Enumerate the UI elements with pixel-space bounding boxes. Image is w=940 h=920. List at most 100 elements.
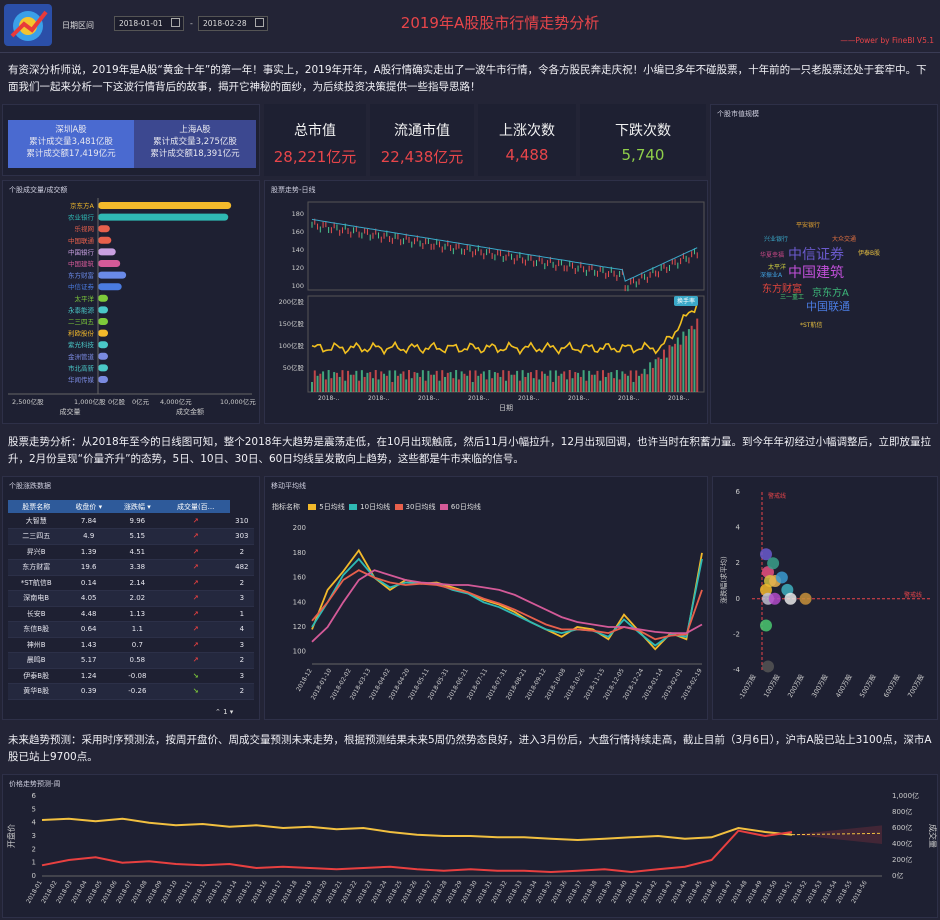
- word[interactable]: 东方财富: [762, 284, 802, 295]
- volume-bar: [471, 381, 474, 392]
- table-pager[interactable]: ⌃ 1 ▾: [215, 708, 234, 716]
- word[interactable]: 兴业银行: [764, 236, 789, 243]
- tick-label: 0亿元: [132, 397, 150, 406]
- tick-label: 2018-..: [318, 395, 339, 402]
- volume-bar: [98, 213, 229, 221]
- tick-label: 100: [292, 282, 304, 290]
- date-to-input[interactable]: 2018-02-28: [198, 16, 268, 31]
- table-cell: 晨鸣B: [8, 652, 65, 669]
- word[interactable]: 伊泰B股: [858, 250, 881, 257]
- volume-bar: [477, 375, 480, 392]
- table-cell: 9.96: [113, 513, 162, 529]
- category-label: 中国银行: [68, 247, 95, 256]
- volume-bar: [646, 374, 649, 392]
- tick-label: 600亿: [892, 823, 912, 832]
- arrow-up-icon: ↗: [161, 575, 230, 591]
- legend-item[interactable]: 30日均线: [394, 503, 435, 511]
- category-label: 中信证券: [68, 282, 95, 291]
- word[interactable]: 中信证券: [788, 247, 844, 263]
- tick-label: 120: [293, 623, 306, 631]
- word[interactable]: 京东方A: [812, 288, 849, 299]
- col-header[interactable]: 收盘价 ▾: [64, 500, 114, 513]
- volume-bar: [602, 370, 604, 392]
- volume-bar: [98, 364, 108, 372]
- volume-bar: [449, 372, 452, 392]
- category-label: 中国联通: [68, 236, 95, 245]
- volume-bar: [668, 345, 671, 392]
- table-row[interactable]: 长安B 4.48 1.13 ↗ 1: [8, 606, 254, 622]
- tick-label: 200: [293, 524, 306, 532]
- volume-bar: [610, 372, 613, 392]
- table-row[interactable]: 黄华B股 0.39 -0.26 ↘ 2: [8, 683, 254, 700]
- col-header[interactable]: 涨跌幅 ▾: [113, 500, 162, 513]
- date-from-input[interactable]: 2018-01-01: [114, 16, 184, 31]
- volume-bar: [632, 381, 635, 392]
- table-row[interactable]: 大智慧 7.84 9.96 ↗ 310: [8, 513, 254, 529]
- table-row[interactable]: 神州B 1.43 0.7 ↗ 3: [8, 637, 254, 653]
- volume-bar: [687, 329, 690, 392]
- word[interactable]: 深振业A: [760, 272, 783, 279]
- reference-label: 警戒线: [768, 492, 786, 500]
- arrow-up-icon: ↗: [161, 559, 230, 576]
- volume-bar: [383, 373, 386, 392]
- word[interactable]: 中国建筑: [788, 265, 844, 281]
- volume-bar: [466, 375, 469, 392]
- legend-item[interactable]: 5日均线: [308, 503, 345, 511]
- volume-bar: [624, 373, 627, 392]
- table-cell: -0.26: [113, 683, 162, 700]
- tick-label: 5: [32, 805, 36, 813]
- ma-panel: 移动平均线: [264, 476, 708, 720]
- word[interactable]: 华夏幸福: [760, 252, 785, 259]
- kpi-fall-count: 下跌次数 5,740: [580, 104, 706, 176]
- volume-bar: [438, 380, 441, 392]
- kpi-value: 28,221亿元: [273, 148, 357, 166]
- volume-bar: [621, 371, 624, 392]
- table-cell: 482: [229, 559, 254, 576]
- table-row[interactable]: 昇兴B 1.39 4.51 ↗ 2: [8, 544, 254, 560]
- volume-bar: [363, 376, 366, 392]
- col-header[interactable]: 成交量(百...: [161, 500, 230, 513]
- table-cell: 1.39: [64, 544, 114, 560]
- legend-item[interactable]: 10日均线: [349, 503, 390, 511]
- tick-label: 140: [293, 598, 306, 606]
- tick-label: 400万股: [834, 673, 854, 699]
- table-row[interactable]: 晨鸣B 5.17 0.58 ↗ 2: [8, 652, 254, 669]
- volume-bar: [535, 370, 538, 392]
- volume-bar: [324, 379, 327, 392]
- word[interactable]: 三一重工: [780, 294, 805, 301]
- table-row[interactable]: 东信B股 0.64 1.1 ↗ 4: [8, 621, 254, 638]
- volume-bar: [662, 349, 665, 392]
- volume-bar: [690, 325, 693, 392]
- scatter-panel: [712, 476, 938, 720]
- wordcloud-panel: 个股市值规模: [710, 104, 938, 424]
- turnover-line: [311, 303, 698, 356]
- volume-bar: [98, 248, 116, 256]
- badge-label: 换手率: [677, 297, 695, 305]
- volume-bar: [604, 376, 607, 392]
- volume-bar: [507, 370, 510, 392]
- word[interactable]: 大众交通: [832, 236, 857, 243]
- header-divider: [0, 52, 940, 53]
- volume-bar: [640, 373, 643, 392]
- scatter-point: [762, 660, 774, 673]
- volume-bar: [527, 372, 530, 392]
- table-row[interactable]: 伊泰B股 1.24 -0.08 ↘ 3: [8, 668, 254, 684]
- calendar-icon[interactable]: [171, 18, 180, 27]
- table-cell: 3: [229, 637, 254, 653]
- forecast-title: 价格走势预测-周: [9, 780, 61, 788]
- col-header[interactable]: 股票名称: [8, 500, 65, 513]
- legend-item[interactable]: 60日均线: [439, 503, 481, 511]
- table-row[interactable]: 东方财富 19.6 3.38 ↗ 482: [8, 559, 254, 576]
- table-row[interactable]: 二三四五 4.9 5.15 ↗ 303: [8, 528, 254, 545]
- volume-bar: [657, 357, 660, 392]
- word[interactable]: *ST航信: [800, 322, 823, 329]
- series-line: [41, 829, 793, 874]
- sz-market-card: 深圳A股 累计成交量3,481亿股 累计成交额17,419亿元: [8, 120, 134, 168]
- word[interactable]: 平安银行: [796, 222, 821, 229]
- table-row[interactable]: *ST航信B 0.14 2.14 ↗ 2: [8, 575, 254, 591]
- word[interactable]: 太平洋: [768, 264, 787, 271]
- volume-bar: [571, 378, 574, 392]
- word[interactable]: 中国联通: [806, 300, 850, 313]
- table-row[interactable]: 深南电B 4.05 2.02 ↗ 3: [8, 590, 254, 607]
- calendar-icon[interactable]: [255, 18, 264, 27]
